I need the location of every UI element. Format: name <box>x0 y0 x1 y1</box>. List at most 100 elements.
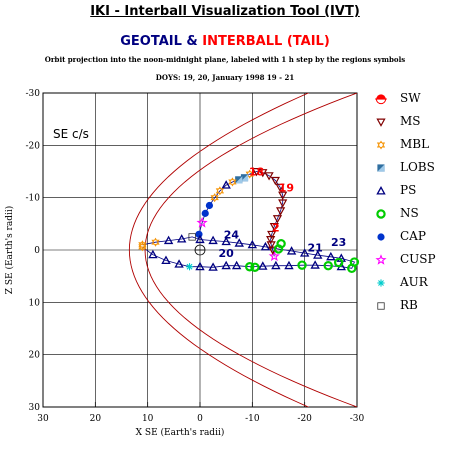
cap-icon <box>377 233 385 241</box>
x-tick-label: -10 <box>245 414 260 424</box>
legend-item: SW <box>368 88 450 110</box>
geotail-point <box>188 233 196 241</box>
y-tick-label: 20 <box>29 351 41 361</box>
geotail-point <box>250 262 260 272</box>
interball-point <box>272 215 283 224</box>
legend-item: MS <box>368 111 450 133</box>
x-tick-label: 10 <box>142 414 154 424</box>
interball-point <box>278 199 288 208</box>
spacecraft-title: GEOTAIL & INTERBALL (TAIL) <box>0 34 450 49</box>
interball-point <box>275 207 286 216</box>
geotail-point <box>161 255 171 264</box>
geotail-point <box>163 235 174 245</box>
y-axis-label: Z SE (Earth's radii) <box>4 206 15 295</box>
sw-icon <box>376 94 386 99</box>
rb-icon <box>377 302 385 310</box>
bow-shock <box>128 93 310 407</box>
legend-item: RB <box>368 295 450 317</box>
plot-frame <box>42 92 358 408</box>
interball-point <box>235 176 243 184</box>
geotail-point <box>221 260 231 270</box>
geotail-point <box>333 257 344 268</box>
geotail-point <box>186 263 193 270</box>
geotail-point <box>284 260 294 270</box>
geotail-point <box>208 235 218 245</box>
page-title: IKI - Interball Visualization Tool (IVT) <box>90 4 360 19</box>
legend-label: PS <box>400 183 417 197</box>
legend-item: MBL <box>368 134 450 156</box>
y-tick-label: -10 <box>26 194 41 204</box>
legend-label: SW <box>400 91 421 105</box>
mbl-icon <box>376 140 386 150</box>
interball-point <box>235 176 243 184</box>
legend-label: CUSP <box>400 252 436 266</box>
y-tick-label: -20 <box>26 141 41 151</box>
interball-point <box>210 193 219 203</box>
geotail-point <box>245 262 255 272</box>
geotail-point <box>176 234 187 243</box>
legend-label: MS <box>400 114 421 128</box>
cusp-icon <box>375 254 387 265</box>
lobs-icon <box>377 164 385 172</box>
interball-point <box>240 174 249 182</box>
sw-icon <box>375 98 387 105</box>
rb-icon <box>377 302 385 310</box>
interball-point <box>269 222 279 232</box>
geotail-point <box>174 259 184 268</box>
geotail-point <box>313 250 323 259</box>
hour-label: 2 <box>272 222 280 235</box>
hour-label: 21 <box>307 242 322 255</box>
lobs-icon <box>377 164 385 172</box>
title-amp: & <box>186 34 198 49</box>
geotail-title: GEOTAIL <box>120 34 182 49</box>
geotail-point <box>195 234 205 244</box>
legend-label: CAP <box>400 229 426 243</box>
cap-icon <box>377 233 385 241</box>
x-tick-label: -20 <box>297 414 312 424</box>
geotail-point <box>347 263 357 274</box>
interball-point <box>251 168 262 177</box>
magnetopause <box>144 93 357 407</box>
legend-item: LOBS <box>368 157 450 179</box>
ns-icon <box>376 209 386 219</box>
interball-title: INTERBALL (TAIL) <box>202 34 330 49</box>
hour-label: 24 <box>224 228 240 241</box>
interball-point <box>258 169 268 178</box>
geotail-point <box>208 262 218 271</box>
geotail-point <box>286 246 297 255</box>
hour-label: 23 <box>331 236 346 249</box>
aur-icon <box>378 280 384 286</box>
legend-label: AUR <box>400 275 428 289</box>
geotail-point <box>297 260 307 270</box>
frame-label: SE c/s <box>53 127 89 141</box>
geotail-point <box>258 261 268 270</box>
interball-point <box>205 201 214 210</box>
interball-point <box>270 176 280 186</box>
hour-label: 18 <box>249 166 264 179</box>
interball-point <box>267 230 277 240</box>
geotail-point <box>148 249 158 259</box>
hour-label: 20 <box>219 247 235 260</box>
legend-label: MBL <box>400 137 430 151</box>
ps-icon <box>376 186 386 195</box>
geotail-point <box>195 261 205 271</box>
y-tick-label: 0 <box>34 246 40 256</box>
legend-label: NS <box>400 206 419 220</box>
ps-icon <box>376 186 386 195</box>
cusp-icon <box>375 254 387 265</box>
ms-icon <box>376 118 386 127</box>
interball-point <box>201 209 209 217</box>
ms-icon <box>376 118 386 127</box>
y-tick-label: 10 <box>29 298 41 308</box>
x-tick-label: 30 <box>37 414 49 424</box>
x-tick-label: 20 <box>90 414 102 424</box>
geotail-point <box>326 251 336 261</box>
legend-item: CAP <box>368 226 450 248</box>
legend-item: PS <box>368 180 450 202</box>
interball-point <box>196 216 208 228</box>
aur-icon <box>377 279 385 287</box>
x-tick-label: -30 <box>350 414 365 424</box>
ns-icon <box>376 209 386 219</box>
interball-point <box>268 250 280 262</box>
